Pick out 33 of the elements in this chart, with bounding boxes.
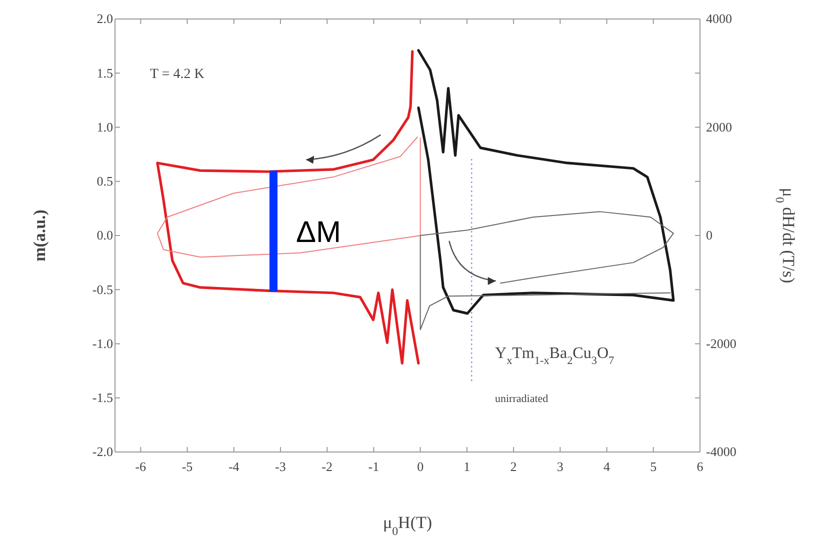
x-tick-label: -3 <box>275 459 286 474</box>
x-tick-label: -6 <box>135 459 147 474</box>
y2-tick-label: 4000 <box>706 11 732 26</box>
x-tick-label: 6 <box>696 459 704 474</box>
x-tick-label: -4 <box>228 459 240 474</box>
y2-tick-label: -4000 <box>706 444 736 460</box>
y-tick-label: 0.0 <box>96 228 113 243</box>
y-tick-label: -0.5 <box>92 282 113 297</box>
x-axis-title: μ$_{0}$H(T) <box>382 513 432 538</box>
y-tick-label: 1.0 <box>96 119 113 134</box>
y2-tick-label: -2000 <box>706 336 736 351</box>
annotation: T = 4.2 K <box>150 67 204 82</box>
y-tick-label: -2.0 <box>92 444 113 460</box>
y2-tick-label: 2000 <box>706 119 732 134</box>
y-tick-label: -1.5 <box>92 390 113 406</box>
x-tick-label: 5 <box>650 459 657 474</box>
x-tick-label: -2 <box>322 459 333 474</box>
text: Y$_{x}$Tm$_{1-x}$Ba$_{2}$Cu$_{3}$O$_{7}$ <box>495 345 614 367</box>
y2-tick-label: 0 <box>706 228 712 243</box>
annotation: ΔM <box>296 216 342 249</box>
y-tick-label: -1.0 <box>92 336 113 351</box>
x-tick-label: 3 <box>556 459 564 474</box>
x-tick-label: -5 <box>182 459 193 474</box>
x-tick-label: 1 <box>464 459 470 474</box>
annotation: unirradiated <box>495 393 549 405</box>
x-tick-label: 4 <box>604 459 611 474</box>
y-tick-label: 1.5 <box>96 65 113 80</box>
y-axis-title: m(a.u.) <box>30 210 49 262</box>
y-tick-label: 2.0 <box>96 11 113 26</box>
x-tick-label: -1 <box>368 459 380 474</box>
y-tick-label: 0.5 <box>96 174 113 189</box>
x-tick-label: 0 <box>417 459 424 474</box>
x-tick-label: 2 <box>510 459 517 474</box>
